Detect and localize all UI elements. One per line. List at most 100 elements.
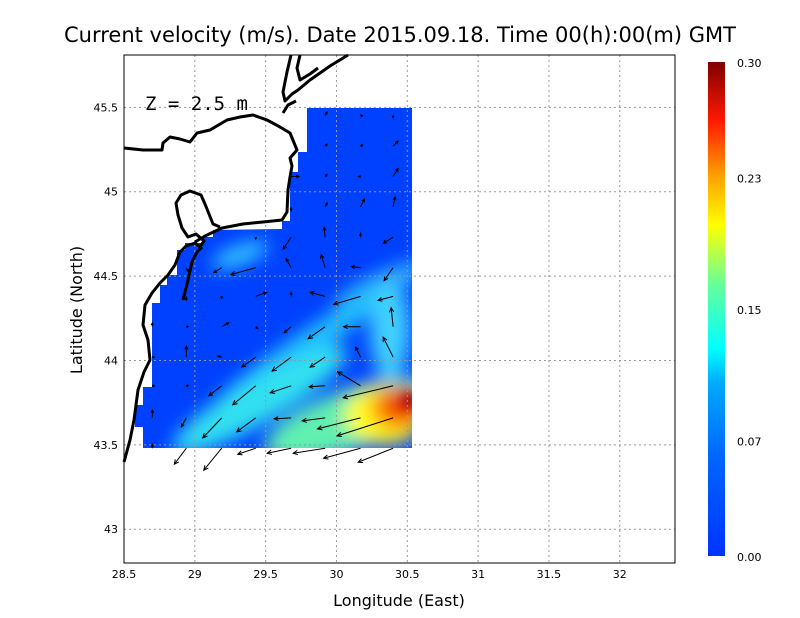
colorbar-tick-label: 0.23 [737,172,762,185]
x-tick-label: 31.5 [537,568,562,581]
velocity-arrow [216,355,222,359]
velocity-arrow [201,417,223,439]
x-tick-label: 32 [613,568,627,581]
y-tick-label: 44 [104,354,118,367]
y-tick-label: 43 [104,523,118,536]
y-tick-label: 44.5 [94,270,119,283]
velocity-arrow [360,114,364,118]
velocity-arrow [173,447,187,466]
velocity-arrow [185,267,189,273]
velocity-arrow [220,296,224,300]
velocity-arrow [282,236,292,251]
velocity-arrow [221,322,230,328]
velocity-arrow [360,197,366,208]
velocity-arrow [300,417,326,423]
velocity-arrow [377,295,394,302]
velocity-arrow [266,447,292,455]
depth-label: Z = 2.5 m [145,93,248,115]
velocity-vectors [150,110,399,472]
velocity-arrow [255,291,268,297]
velocity-arrow [271,356,292,372]
y-tick-labels: 43 43.5 44 44.5 45 45.5 [94,101,119,536]
velocity-arrow [355,346,361,358]
velocity-arrow [291,174,301,179]
velocity-arrow [236,447,256,456]
velocity-arrow [203,447,223,472]
velocity-arrow [240,356,257,368]
velocity-arrow [186,325,190,329]
colorbar-tick-label: 0.00 [737,551,762,564]
velocity-arrow [391,115,395,119]
velocity-arrow [332,295,361,306]
x-tick-labels: 28.5 29 29.5 30 30.5 31 31.5 32 [112,568,627,581]
velocity-arrow [322,226,327,238]
velocity-arrow [254,236,258,241]
y-tick-label: 45 [104,186,118,199]
velocity-arrow [382,336,394,358]
velocity-arrow [272,416,292,422]
velocity-arrow [336,417,394,438]
velocity-arrow [152,355,156,359]
velocity-arrow [231,385,257,406]
velocity-arrow [382,236,394,244]
colorbar-gradient [708,62,725,556]
velocity-arrow [322,447,361,460]
colorbar-tick-label: 0.15 [737,304,762,317]
colorbar-tick-label: 0.30 [737,57,762,70]
velocity-arrow [180,417,187,428]
velocity-arrow [316,417,361,431]
velocity-arrow [212,267,223,274]
velocity-arrow [357,447,394,464]
velocity-arrow [150,321,154,327]
velocity-arrow [184,296,188,302]
velocity-arrow [255,326,259,330]
velocity-arrow [307,384,326,389]
coastline [122,53,349,463]
velocity-arrow [392,195,397,207]
x-tick-label: 31 [471,568,485,581]
velocity-arrow [283,326,292,334]
velocity-arrow [207,385,223,397]
velocity-arrow [324,110,328,116]
velocity-arrow [357,175,361,178]
velocity-arrow [336,371,361,387]
plot-frame [123,54,676,564]
velocity-arrow [307,326,326,340]
colorbar-tick-label: 0.07 [737,436,762,449]
velocity-arrow [324,143,328,147]
y-axis-label: Latitude (North) [67,246,86,374]
velocity-arrow [269,385,292,394]
y-tick-label: 43.5 [94,439,119,452]
velocity-field [135,108,412,448]
velocity-arrow [392,140,399,147]
velocity-arrow [320,253,326,268]
velocity-arrow [309,356,326,368]
velocity-arrow [350,265,361,269]
velocity-arrow [360,144,364,148]
velocity-arrow [292,447,326,456]
velocity-arrow [285,257,292,268]
velocity-arrow [342,324,361,330]
x-tick-label: 30.5 [395,568,420,581]
x-tick-label: 29 [188,568,202,581]
velocity-arrow [342,385,394,400]
velocity-arrow [152,384,156,388]
velocity-arrow [289,206,293,213]
velocity-arrow [184,344,189,358]
x-tick-label: 30 [329,568,343,581]
velocity-arrow [150,408,155,418]
velocity-arrow [392,167,399,177]
velocity-arrow [389,306,395,327]
chart-title: Current velocity (m/s). Date 2015.09.18.… [64,23,736,47]
x-axis-label: Longitude (East) [333,591,465,610]
x-tick-label: 28.5 [112,568,137,581]
grid-lines [124,55,675,563]
velocity-arrow [324,173,328,177]
velocity-arrow [358,232,363,238]
velocity-arrow [309,291,326,297]
velocity-arrow [289,291,293,297]
x-tick-label: 29.5 [253,568,278,581]
velocity-arrow [324,201,328,208]
colorbar: 0.00 0.07 0.15 0.23 0.30 [708,57,762,564]
